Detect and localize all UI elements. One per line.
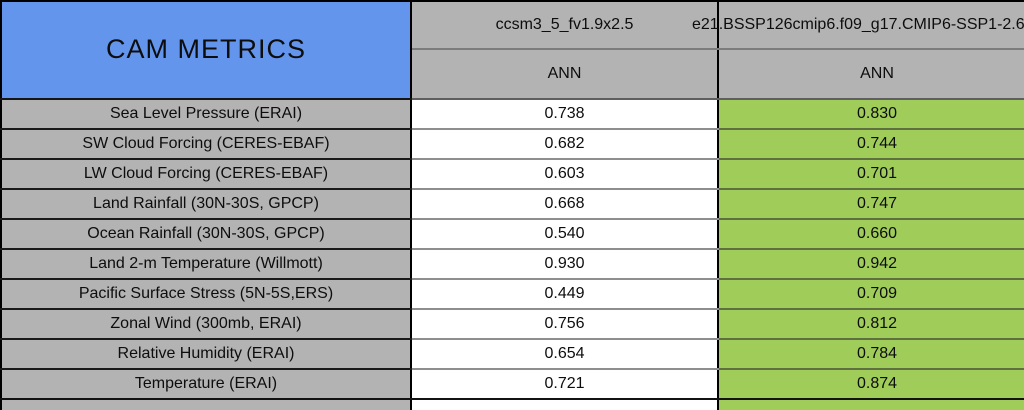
column-subheader-season-1: ANN xyxy=(410,49,718,100)
metric-value-baseline: 0.668 xyxy=(411,189,719,220)
table-row: Land 2-m Temperature (Willmott) 0.930 0.… xyxy=(0,249,1024,280)
metric-value-baseline: 0.449 xyxy=(411,279,719,310)
clipped-row xyxy=(0,399,1024,410)
header-row-season: ANN ANN xyxy=(1,49,1024,100)
metric-value-highlighted: 0.709 xyxy=(718,279,1024,310)
metric-value-baseline: 0.540 xyxy=(411,219,719,250)
metric-label-cell: Relative Humidity (ERAI) xyxy=(0,339,412,370)
header-row-models: CAM METRICS ccsm3_5_fv1.9x2.5 e21.BSSP12… xyxy=(0,0,1024,100)
metric-label-cell: Zonal Wind (300mb, ERAI) xyxy=(0,309,412,340)
table-row: Sea Level Pressure (ERAI) 0.738 0.830 xyxy=(0,99,1024,130)
column-subheader-season-2: ANN xyxy=(717,49,1024,100)
metric-label-cell: Ocean Rainfall (30N-30S, GPCP) xyxy=(0,219,412,250)
metric-value-highlighted: 0.744 xyxy=(718,129,1024,160)
metric-label-cell xyxy=(0,399,412,410)
metric-value-highlighted: 0.660 xyxy=(718,219,1024,250)
column-header-model-2: e21.BSSP126cmip6.f09_g17.CMIP6-SSP1-2.6-… xyxy=(692,0,1024,50)
metric-value-highlighted: 0.812 xyxy=(718,309,1024,340)
metric-label-cell: LW Cloud Forcing (CERES-EBAF) xyxy=(0,159,412,190)
metric-value-baseline: 0.930 xyxy=(411,249,719,280)
metric-label-cell: Land Rainfall (30N-30S, GPCP) xyxy=(0,189,412,220)
metric-label-cell: SW Cloud Forcing (CERES-EBAF) xyxy=(0,129,412,160)
metric-label-cell: Sea Level Pressure (ERAI) xyxy=(0,99,412,130)
table-title: CAM METRICS xyxy=(106,34,306,65)
metric-value-highlighted: 0.830 xyxy=(718,99,1024,130)
table-row: Temperature (ERAI) 0.721 0.874 xyxy=(0,369,1024,400)
metric-label-cell: Land 2-m Temperature (Willmott) xyxy=(0,249,412,280)
table-row: SW Cloud Forcing (CERES-EBAF) 0.682 0.74… xyxy=(0,129,1024,160)
metric-value-highlighted: 0.747 xyxy=(718,189,1024,220)
table-title-cell: CAM METRICS xyxy=(0,0,412,100)
metric-value-baseline: 0.682 xyxy=(411,129,719,160)
metric-label-cell: Pacific Surface Stress (5N-5S,ERS) xyxy=(0,279,412,310)
table-row: Pacific Surface Stress (5N-5S,ERS) 0.449… xyxy=(0,279,1024,310)
table-row: Relative Humidity (ERAI) 0.654 0.784 xyxy=(0,339,1024,370)
metric-value-baseline: 0.721 xyxy=(411,369,719,400)
column-header-model-1: ccsm3_5_fv1.9x2.5 xyxy=(410,0,718,50)
metric-value-baseline: 0.756 xyxy=(411,309,719,340)
model-2-name: e21.BSSP126cmip6.f09_g17.CMIP6-SSP1-2.6-… xyxy=(692,15,1024,33)
table-row: Zonal Wind (300mb, ERAI) 0.756 0.812 xyxy=(0,309,1024,340)
metric-value-highlighted: 0.701 xyxy=(718,159,1024,190)
metric-value-baseline: 0.738 xyxy=(411,99,719,130)
table-row: Ocean Rainfall (30N-30S, GPCP) 0.540 0.6… xyxy=(0,219,1024,250)
metric-value-highlighted: 0.874 xyxy=(718,369,1024,400)
metric-value-highlighted: 0.784 xyxy=(718,339,1024,370)
model-1-name: ccsm3_5_fv1.9x2.5 xyxy=(495,15,634,33)
metric-value-baseline: 0.603 xyxy=(411,159,719,190)
metric-value-baseline: 0.654 xyxy=(411,339,719,370)
metric-value-highlighted xyxy=(718,399,1024,410)
metric-label-cell: Temperature (ERAI) xyxy=(0,369,412,400)
metric-value-highlighted: 0.942 xyxy=(718,249,1024,280)
metric-value-baseline xyxy=(411,399,719,410)
table-row: Land Rainfall (30N-30S, GPCP) 0.668 0.74… xyxy=(0,189,1024,220)
table-row: LW Cloud Forcing (CERES-EBAF) 0.603 0.70… xyxy=(0,159,1024,190)
